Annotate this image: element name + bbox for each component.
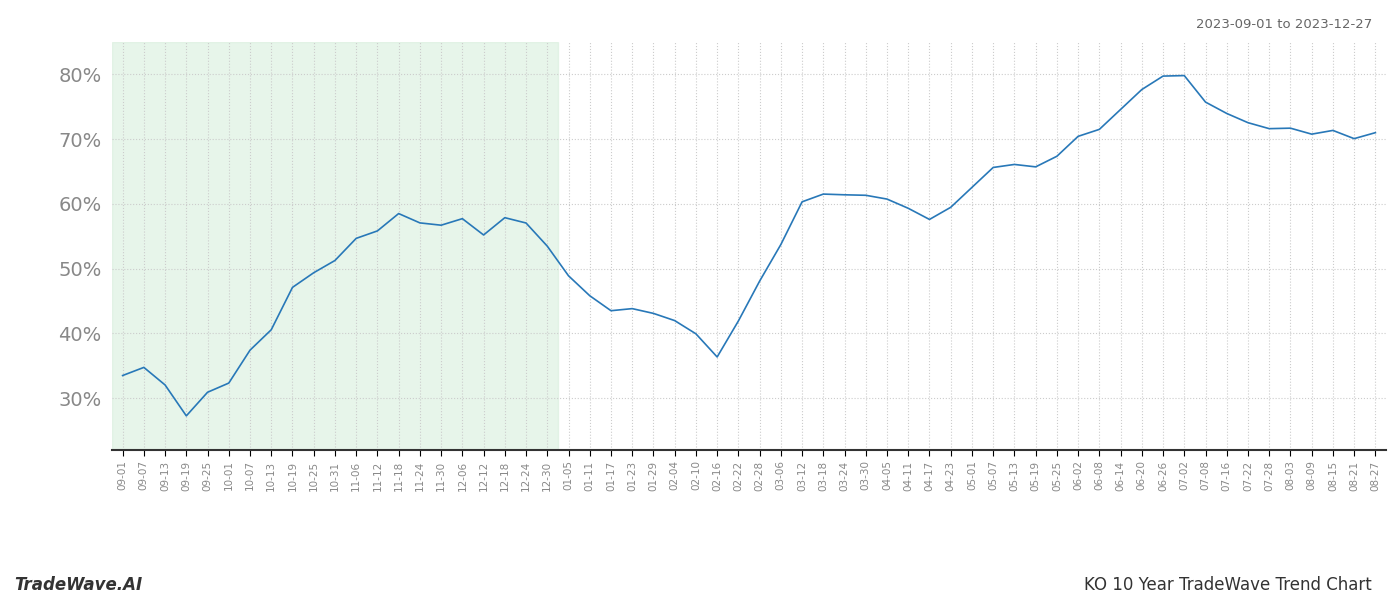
Text: 2023-09-01 to 2023-12-27: 2023-09-01 to 2023-12-27 — [1196, 18, 1372, 31]
Bar — [112, 42, 559, 450]
Text: TradeWave.AI: TradeWave.AI — [14, 576, 143, 594]
Text: KO 10 Year TradeWave Trend Chart: KO 10 Year TradeWave Trend Chart — [1084, 576, 1372, 594]
